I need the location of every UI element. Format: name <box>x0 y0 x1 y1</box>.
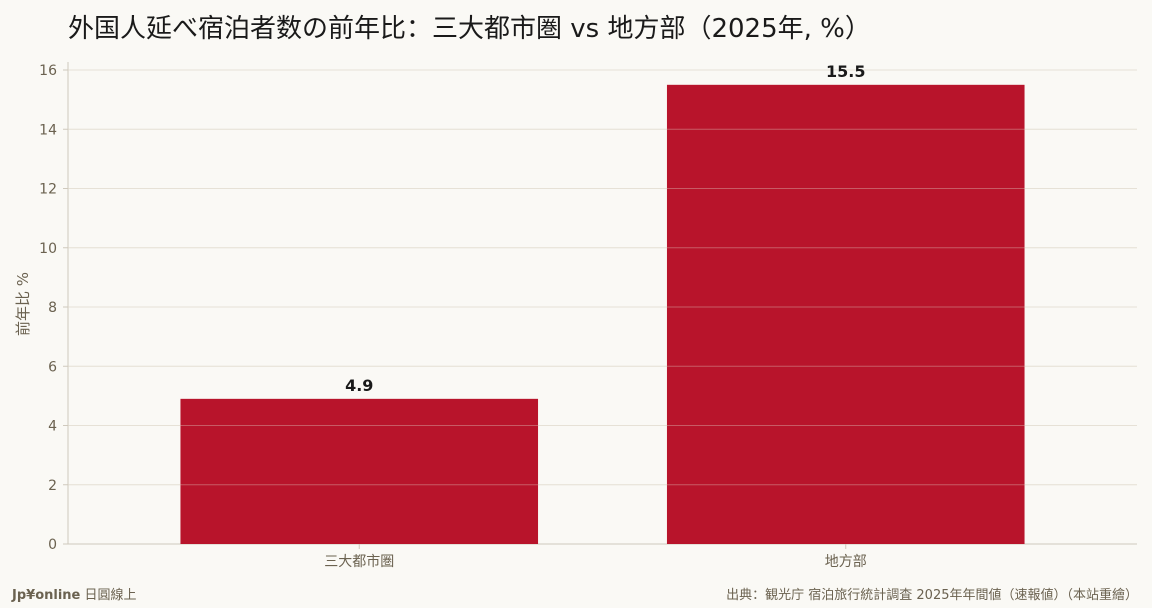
y-tick-label: 4 <box>48 419 57 435</box>
grid-lines-overlay <box>68 69 1137 486</box>
footer-brand-name: Jp¥online <box>11 588 81 603</box>
footer-brand: Jp¥online 日圓線上 <box>11 587 137 603</box>
footer-brand-suffix: 日圓線上 <box>80 587 136 603</box>
y-tick-label: 16 <box>39 63 57 79</box>
y-tick-label: 2 <box>48 478 57 494</box>
bar <box>666 84 1025 544</box>
y-axis-title: 前年比 % <box>14 272 32 336</box>
x-tick-label: 三大都市圏 <box>324 553 394 570</box>
chart-title: 外国人延べ宿泊者数の前年比：三大都市圏 vs 地方部（2025年, %） <box>68 14 871 44</box>
data-labels: 4.9 15.5 <box>345 62 865 395</box>
y-tick-label: 0 <box>48 537 57 553</box>
y-tick-label: 12 <box>39 182 57 198</box>
bars <box>180 84 1025 544</box>
data-label: 15.5 <box>826 62 865 81</box>
y-tick-label: 8 <box>48 300 57 316</box>
x-tick-label: 地方部 <box>825 554 867 570</box>
data-label: 4.9 <box>345 376 373 395</box>
y-tick-label: 6 <box>48 359 57 375</box>
y-tick-label: 10 <box>39 241 57 257</box>
footer-source: 出典：観光庁 宿泊旅行統計調査 2025年年間値（速報値）（本站重繪） <box>726 587 1138 603</box>
bar <box>180 398 539 544</box>
y-tick-label: 14 <box>39 122 57 138</box>
